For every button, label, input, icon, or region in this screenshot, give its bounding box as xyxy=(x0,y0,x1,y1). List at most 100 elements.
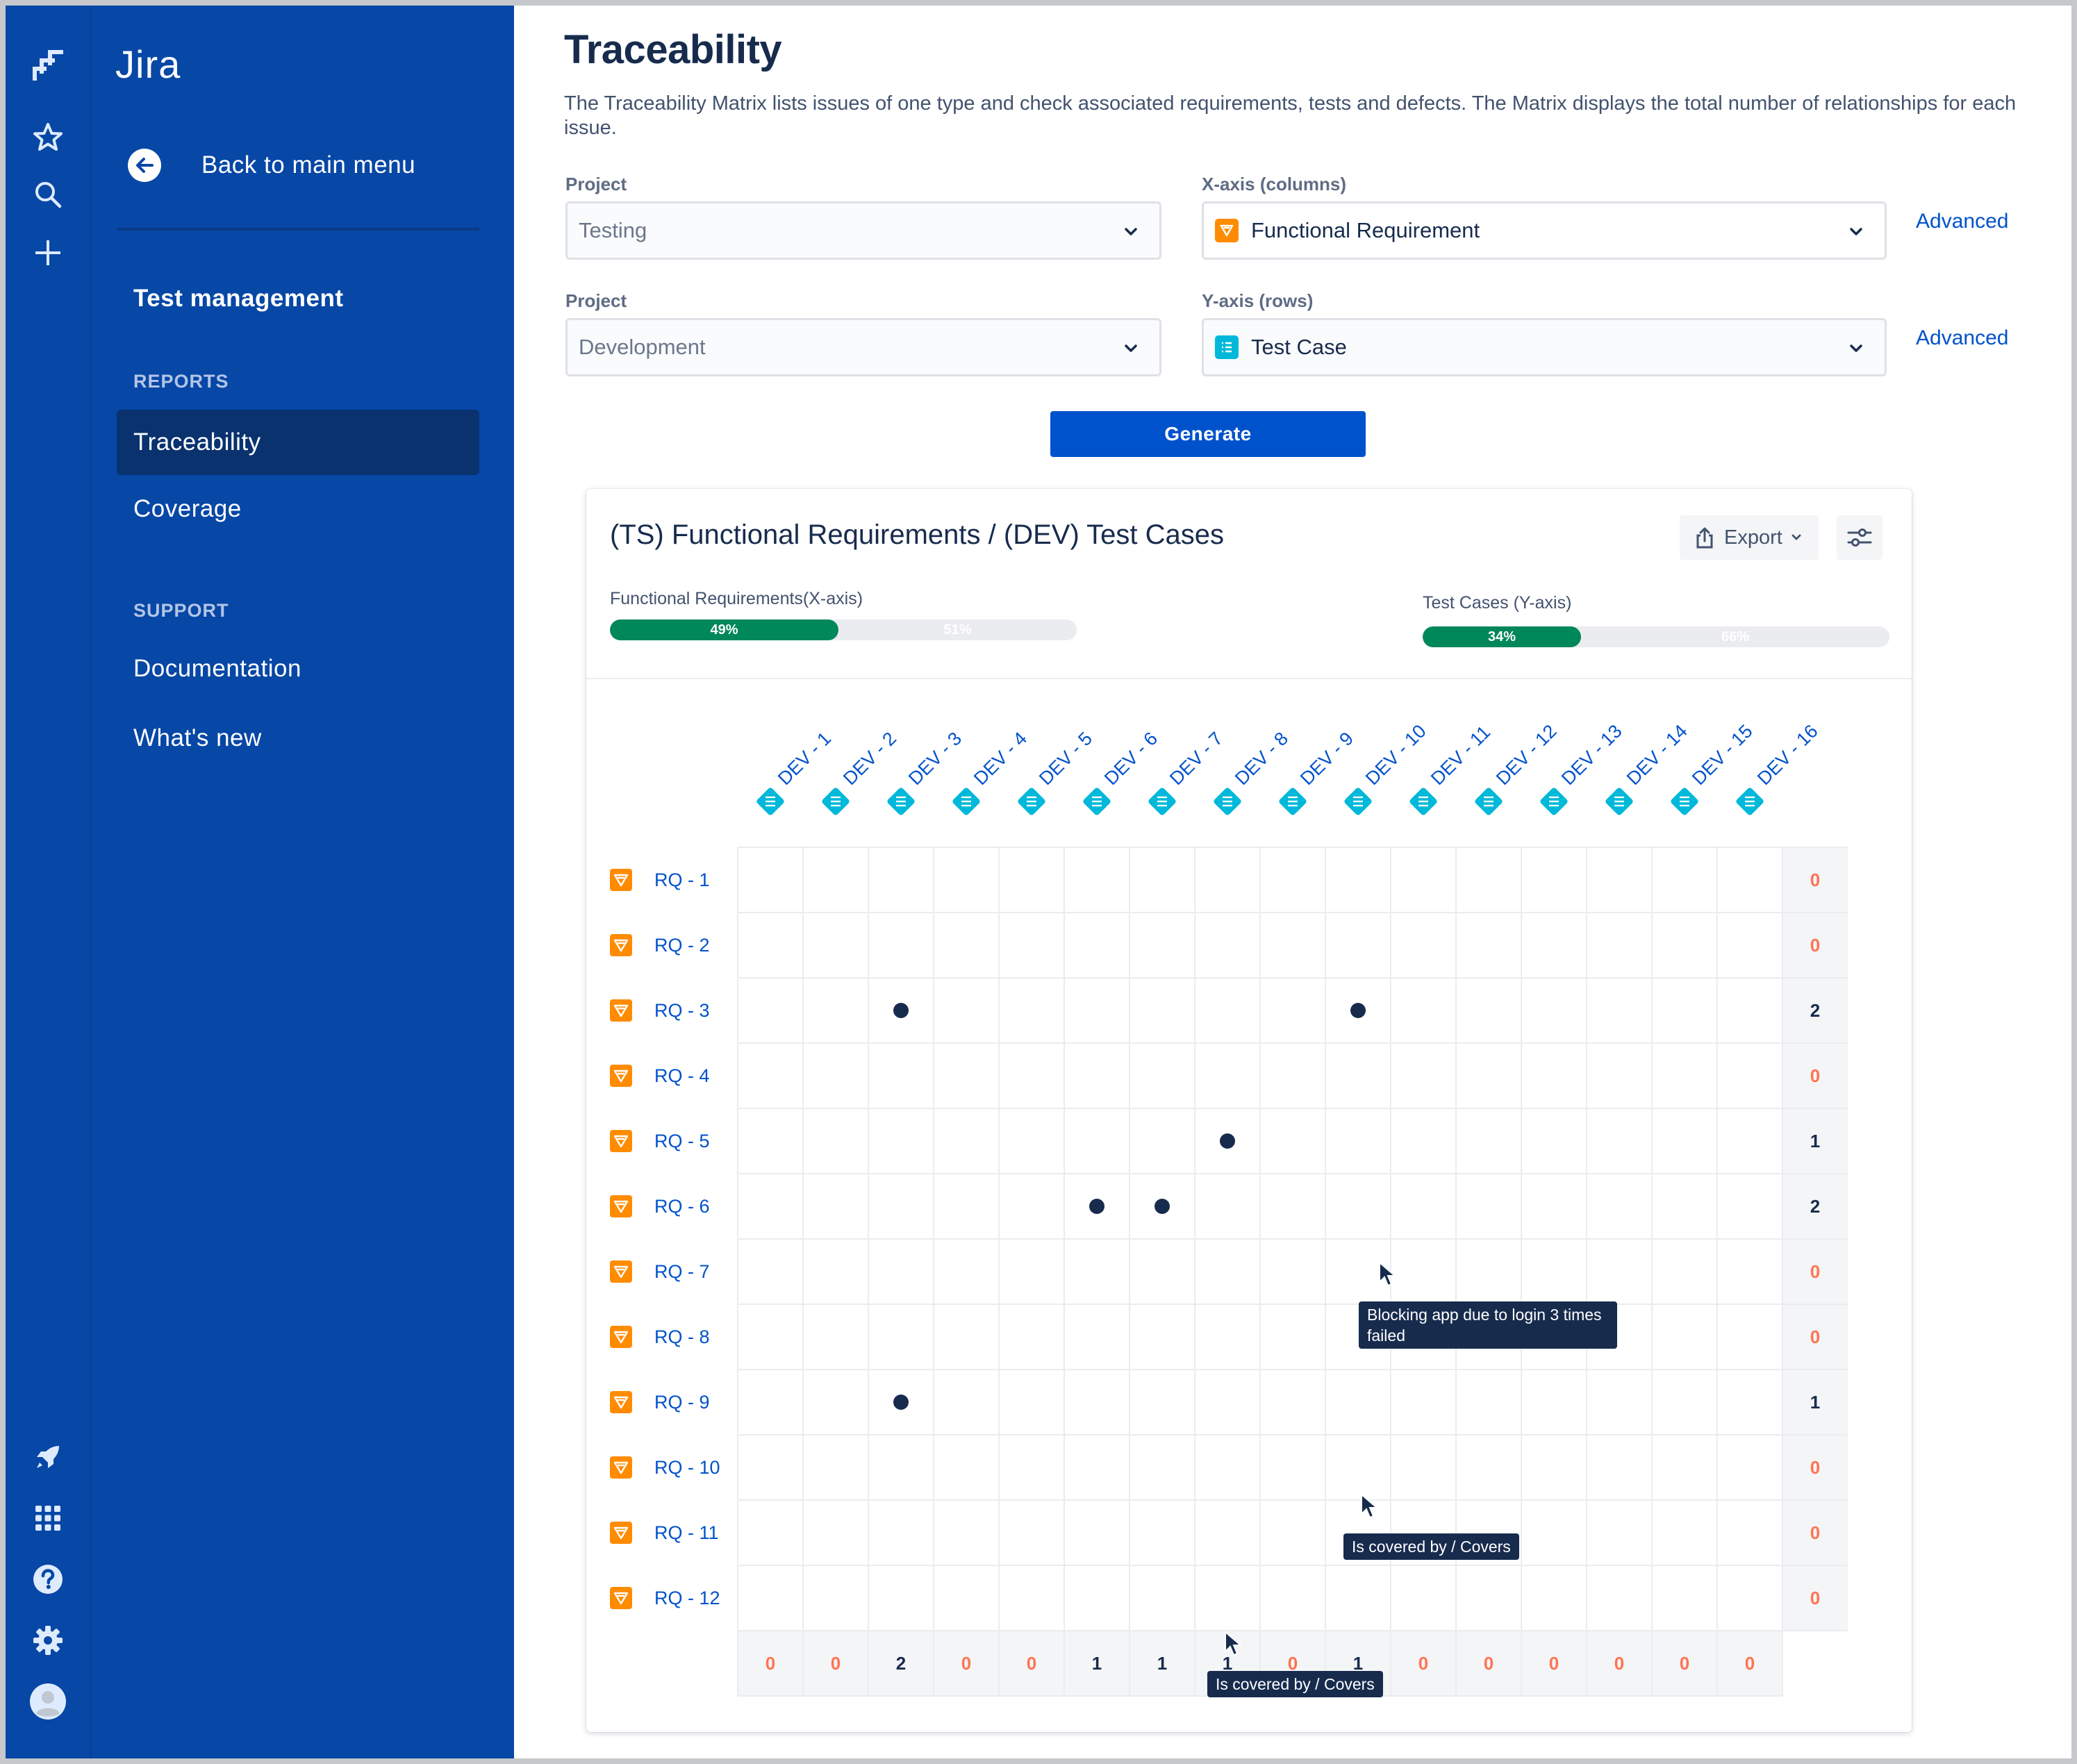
test-case-icon-lines xyxy=(1157,796,1167,807)
column-label[interactable]: DEV - 6 xyxy=(1100,728,1161,789)
plus-icon[interactable] xyxy=(24,229,72,276)
x-axis-select[interactable]: Functional Requirement xyxy=(1202,201,1887,260)
cell-tooltip-1: Is covered by / Covers xyxy=(1343,1533,1519,1560)
functional-requirement-icon xyxy=(610,1456,632,1479)
gear-icon[interactable] xyxy=(24,1617,72,1664)
project-2-select[interactable]: Development xyxy=(565,318,1161,376)
column-label[interactable]: DEV - 13 xyxy=(1557,721,1626,790)
cursor-pointer-icon xyxy=(1379,1261,1396,1287)
row-label[interactable]: RQ - 11 xyxy=(654,1522,719,1543)
app-window: Jira Back to main menu Test management R… xyxy=(6,6,2071,1758)
link-dot[interactable] xyxy=(893,1395,909,1410)
generate-button[interactable]: Generate xyxy=(1050,411,1366,457)
sidebar-item-documentation[interactable]: Documentation xyxy=(133,655,301,682)
link-dot[interactable] xyxy=(1350,1003,1366,1018)
chevron-down-icon xyxy=(1791,534,1801,540)
test-case-icon xyxy=(1215,335,1239,359)
rocket-icon[interactable] xyxy=(24,1433,72,1481)
functional-requirement-icon xyxy=(610,1522,632,1544)
search-icon[interactable] xyxy=(24,171,72,218)
row-total: 2 xyxy=(1810,1000,1820,1021)
sidebar-item-coverage[interactable]: Coverage xyxy=(133,495,242,522)
row-label[interactable]: RQ - 2 xyxy=(654,935,710,956)
chevron-down-icon xyxy=(1125,228,1137,235)
row-label[interactable]: RQ - 9 xyxy=(654,1392,710,1413)
share-icon xyxy=(1696,527,1713,549)
project-1-select[interactable]: Testing xyxy=(565,201,1161,260)
row-total: 0 xyxy=(1810,1588,1820,1608)
row-label[interactable]: RQ - 7 xyxy=(654,1261,710,1282)
row-label[interactable]: RQ - 8 xyxy=(654,1326,710,1347)
row-label[interactable]: RQ - 3 xyxy=(654,1000,710,1021)
x-progress-label: Functional Requirements(X-axis) xyxy=(610,589,863,608)
row-label[interactable]: RQ - 6 xyxy=(654,1196,710,1217)
column-label[interactable]: DEV - 5 xyxy=(1035,728,1096,789)
project-2-label: Project xyxy=(565,290,627,311)
reports-heading: REPORTS xyxy=(133,371,229,392)
star-icon[interactable] xyxy=(24,114,72,161)
row-label[interactable]: RQ - 1 xyxy=(654,869,710,890)
project-2-value: Development xyxy=(579,335,706,359)
column-total: 0 xyxy=(831,1653,841,1674)
column-label[interactable]: DEV - 16 xyxy=(1753,721,1822,790)
row-total: 0 xyxy=(1810,1261,1820,1282)
column-label[interactable]: DEV - 2 xyxy=(839,728,900,789)
back-to-main-menu-link[interactable]: Back to main menu xyxy=(128,149,415,182)
row-label[interactable]: RQ - 5 xyxy=(654,1131,710,1151)
export-button[interactable]: Export xyxy=(1680,515,1819,560)
project-1-label: Project xyxy=(565,174,627,194)
row-label[interactable]: RQ - 10 xyxy=(654,1457,720,1478)
export-label: Export xyxy=(1724,526,1782,549)
traceability-matrix: DEV - 1 DEV - 2 DEV - 3 DEV - 4 DEV - 5 DEV -… xyxy=(610,721,1848,1697)
test-case-icon-lines xyxy=(961,796,971,807)
column-total: 0 xyxy=(1418,1653,1428,1674)
column-label[interactable]: DEV - 4 xyxy=(970,728,1031,789)
sidebar-item-whats-new[interactable]: What's new xyxy=(133,724,262,751)
avatar-icon[interactable] xyxy=(24,1678,72,1725)
column-total: 1 xyxy=(1223,1653,1232,1674)
product-name: Jira xyxy=(115,42,181,86)
x-progress-covered-text: 49% xyxy=(710,622,738,638)
functional-requirement-icon xyxy=(610,1130,632,1152)
cell-tooltip-2: Is covered by / Covers xyxy=(1207,1671,1383,1697)
filter-settings-button[interactable] xyxy=(1837,515,1882,560)
column-label[interactable]: DEV - 10 xyxy=(1362,721,1430,790)
column-label[interactable]: DEV - 15 xyxy=(1688,721,1757,790)
help-icon[interactable] xyxy=(24,1556,72,1603)
project-sidebar: Jira Back to main menu Test management R… xyxy=(90,6,514,1758)
row-label[interactable]: RQ - 12 xyxy=(654,1588,720,1608)
test-case-icon-lines xyxy=(1092,796,1102,807)
column-label[interactable]: DEV - 7 xyxy=(1166,728,1227,789)
report-card: (TS) Functional Requirements / (DEV) Tes… xyxy=(586,489,1912,1732)
link-dot[interactable] xyxy=(1089,1199,1104,1214)
project-1-value: Testing xyxy=(579,218,647,242)
column-label[interactable]: DEV - 8 xyxy=(1231,728,1292,789)
row-label[interactable]: RQ - 4 xyxy=(654,1065,710,1086)
row-total: 1 xyxy=(1810,1131,1820,1151)
jira-logo-icon[interactable] xyxy=(24,42,72,89)
link-dot[interactable] xyxy=(893,1003,909,1018)
sliders-icon xyxy=(1847,529,1872,547)
row-total: 0 xyxy=(1810,869,1820,890)
column-label[interactable]: DEV - 1 xyxy=(774,728,835,789)
advanced-x-link[interactable]: Advanced xyxy=(1916,210,2009,233)
link-dot[interactable] xyxy=(1220,1133,1235,1149)
y-axis-select[interactable]: Test Case xyxy=(1202,318,1887,376)
test-case-icon-lines xyxy=(1027,796,1036,807)
column-label[interactable]: DEV - 9 xyxy=(1296,728,1357,789)
main-content: Traceability The Traceability Matrix lis… xyxy=(514,6,2071,1758)
app-switcher-icon[interactable] xyxy=(24,1495,72,1542)
link-dot[interactable] xyxy=(1155,1199,1170,1214)
column-label[interactable]: DEV - 3 xyxy=(904,728,966,789)
functional-requirement-icon xyxy=(610,1326,632,1348)
sidebar-item-traceability[interactable]: Traceability xyxy=(117,410,479,475)
column-label[interactable]: DEV - 12 xyxy=(1492,721,1561,790)
test-case-icon-lines xyxy=(831,796,841,807)
advanced-y-link[interactable]: Advanced xyxy=(1916,326,2009,349)
column-label[interactable]: DEV - 14 xyxy=(1623,721,1691,790)
page-title: Traceability xyxy=(564,27,782,72)
test-case-icon-lines xyxy=(1549,796,1559,807)
column-label[interactable]: DEV - 11 xyxy=(1427,722,1494,789)
functional-requirement-icon xyxy=(610,869,632,891)
chevron-down-icon xyxy=(1850,228,1862,235)
